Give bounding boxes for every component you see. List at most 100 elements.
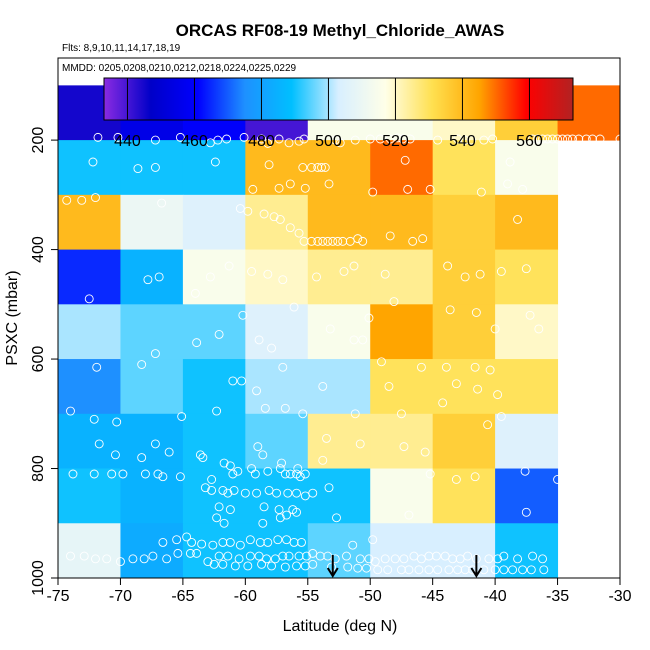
data-point (444, 565, 454, 575)
y-tick-label: 800 (30, 455, 47, 482)
data-point (451, 379, 461, 389)
data-point (62, 195, 72, 205)
data-point (460, 272, 470, 282)
data-point (263, 537, 273, 547)
data-point (433, 135, 443, 145)
data-point (228, 376, 238, 386)
data-point (526, 565, 536, 575)
data-point (274, 134, 284, 144)
data-point (190, 288, 200, 298)
data-point (375, 134, 385, 144)
data-point (581, 134, 591, 144)
data-point (503, 179, 513, 189)
x-axis: -75 -70 -65 -60 -55 -50 -45 -40 -35 -30 (46, 578, 632, 605)
data-point (225, 505, 235, 515)
heatmap-cell (58, 140, 121, 196)
data-point (150, 349, 160, 359)
data-point (263, 466, 273, 476)
data-point (284, 138, 294, 148)
x-tick-label: -60 (234, 588, 257, 605)
data-point (200, 483, 210, 493)
colorbar-tick-label: 520 (382, 133, 409, 150)
data-point (558, 134, 568, 144)
data-point (335, 138, 345, 148)
data-point (110, 450, 120, 460)
heatmap-cell (182, 194, 246, 251)
data-point (148, 551, 158, 561)
heatmap-cell (58, 413, 121, 470)
data-point (218, 537, 228, 547)
data-point (293, 464, 303, 473)
data-point (299, 134, 309, 144)
data-point (264, 160, 274, 170)
data-point (128, 554, 138, 564)
heatmap-cell (307, 194, 371, 251)
data-point (133, 164, 143, 174)
data-point (298, 163, 308, 172)
data-point (255, 537, 265, 547)
data-point (203, 557, 213, 567)
data-point (139, 554, 149, 564)
data-point (349, 261, 359, 271)
data-point (262, 554, 272, 564)
x-tick-label: -70 (109, 588, 132, 605)
data-point (207, 475, 217, 484)
heatmap-cell (245, 523, 309, 579)
heatmap-cell (307, 523, 371, 579)
data-point (195, 450, 205, 460)
data-point (137, 360, 147, 369)
data-point (292, 488, 301, 498)
data-point (528, 134, 538, 144)
data-point (277, 458, 287, 468)
y-tick-label: 200 (30, 127, 47, 154)
heatmap-cell (307, 413, 371, 470)
data-point (257, 559, 267, 569)
data-point (91, 554, 100, 564)
data-point (84, 294, 94, 304)
data-point (210, 157, 220, 167)
heatmap-cell (307, 249, 371, 305)
data-point (518, 565, 528, 575)
data-point (143, 275, 153, 285)
data-point (521, 507, 531, 517)
heatmap-cell (245, 249, 309, 305)
data-point (247, 267, 257, 276)
data-point (312, 272, 321, 282)
data-point (513, 554, 523, 564)
data-point (539, 565, 549, 575)
heatmap-cell (245, 359, 309, 415)
data-point (490, 565, 500, 575)
data-point (212, 406, 222, 416)
data-point (420, 447, 430, 457)
colorbar-tick-label: 440 (114, 133, 141, 150)
data-point (425, 184, 435, 194)
data-point (175, 472, 185, 482)
data-point (91, 193, 100, 203)
flights-subtitle: Flts: 8,9,10,11,14,17,18,19 (62, 43, 181, 54)
data-point (315, 551, 325, 561)
data-point (548, 134, 558, 144)
data-point (338, 236, 348, 246)
data-point (209, 559, 219, 569)
colorbar-tick-label: 560 (516, 133, 543, 150)
data-point (308, 559, 318, 569)
data-point (324, 179, 334, 189)
data-point (383, 565, 393, 575)
data-point (563, 134, 572, 144)
data-point (94, 439, 104, 449)
data-point (490, 324, 500, 334)
chart-title: ORCAS RF08-19 Methyl_Chloride_AWAS (176, 21, 505, 40)
heatmap-cell (370, 523, 434, 579)
data-point (333, 236, 343, 246)
x-tick-label: -45 (421, 588, 444, 605)
heatmap-cell (307, 304, 371, 360)
data-point (150, 439, 160, 449)
data-point (182, 532, 192, 542)
data-point (355, 554, 365, 564)
data-point (299, 236, 309, 246)
heatmap-cell (307, 140, 371, 196)
data-point (365, 134, 375, 144)
data-point (358, 335, 368, 345)
data-point (595, 134, 605, 144)
data-point (280, 562, 290, 572)
